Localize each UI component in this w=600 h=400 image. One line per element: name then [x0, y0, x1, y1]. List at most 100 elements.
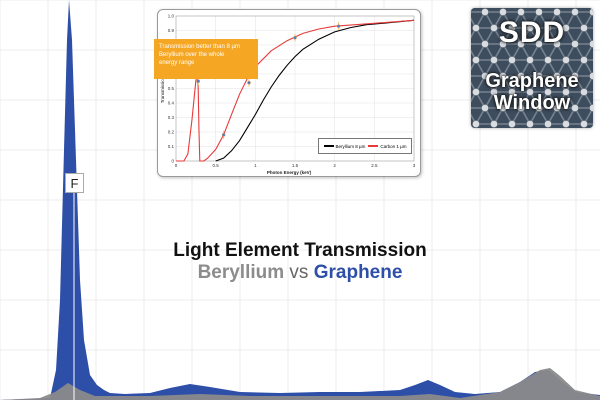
- lattice-atom: [553, 40, 561, 48]
- lattice-atom: [481, 72, 489, 80]
- lattice-atom: [553, 8, 561, 16]
- lattice-atom: [562, 24, 570, 32]
- lattice-atom: [553, 72, 561, 80]
- lattice-atom: [571, 104, 579, 112]
- inset-y-tick-label: 0.5: [168, 86, 175, 91]
- inset-x-tick-label: 1: [254, 163, 257, 168]
- inset-y-axis-label: Transmission: [160, 76, 165, 103]
- headline-graphene: Graphene: [313, 262, 403, 283]
- inset-data-point: [293, 35, 297, 40]
- lattice-atom: [571, 40, 579, 48]
- inset-x-tick-label: 0.5: [213, 163, 220, 168]
- lattice-atom: [589, 72, 593, 80]
- inset-series-line-0: [215, 19, 415, 162]
- legend-label-carbon: Carbon 1 µm: [380, 143, 407, 149]
- inset-data-point: [336, 24, 341, 28]
- lattice-atom: [580, 120, 588, 128]
- inset-y-tick-label: 0.1: [168, 144, 175, 149]
- inset-gridlines: [175, 15, 415, 162]
- lattice-atom: [589, 8, 593, 16]
- inset-x-tick-label: 2: [333, 163, 336, 168]
- lattice-atom: [472, 120, 480, 128]
- inset-legend: Beryllium 8 µm Carbon 1 µm: [318, 138, 412, 154]
- lattice-atom: [544, 88, 552, 96]
- lattice-atom: [571, 8, 579, 16]
- lattice-atom: [535, 72, 543, 80]
- lattice-atom: [472, 56, 480, 64]
- lattice-atom: [562, 120, 570, 128]
- inset-tick-labels: 00.511.522.5300.10.20.30.40.50.60.70.80.…: [168, 14, 416, 169]
- inset-data-point: [196, 79, 201, 84]
- lattice-atom: [526, 56, 534, 64]
- headline-beryllium: Beryllium: [197, 262, 285, 283]
- lattice-atom: [499, 8, 507, 16]
- lattice-atom: [571, 72, 579, 80]
- inset-y-tick-label: 0.3: [168, 115, 175, 120]
- lattice-atom: [490, 24, 498, 32]
- lattice-atom: [562, 56, 570, 64]
- peak-label-f: F: [65, 173, 84, 193]
- lattice-atom: [508, 88, 516, 96]
- lattice-atom: [535, 104, 543, 112]
- headline-comparison: Beryllium vs Graphene: [150, 262, 450, 284]
- lattice-atom: [508, 56, 516, 64]
- graphene-lattice-icon: [471, 8, 593, 128]
- sdd-graphene-window-badge: SDD Graphene Window: [471, 8, 593, 128]
- legend-label-beryllium: Beryllium 8 µm: [335, 143, 366, 149]
- lattice-atom: [535, 8, 543, 16]
- lattice-atom: [472, 88, 480, 96]
- lattice-atom: [580, 24, 588, 32]
- lattice-atom: [526, 120, 534, 128]
- lattice-atom: [580, 56, 588, 64]
- inset-y-tick-label: 0.9: [168, 28, 175, 33]
- lattice-atom: [481, 8, 489, 16]
- lattice-atom: [517, 72, 525, 80]
- lattice-atom: [472, 24, 480, 32]
- lattice-atom: [481, 104, 489, 112]
- inset-series-line-1: [176, 19, 415, 162]
- inset-y-tick-label: 0.2: [168, 130, 175, 135]
- lattice-atom: [526, 24, 534, 32]
- inset-x-axis-label: Photon Energy (keV): [267, 170, 312, 175]
- inset-data-point: [247, 80, 251, 85]
- lattice-atom: [553, 104, 561, 112]
- lattice-atom: [589, 104, 593, 112]
- lattice-atom: [517, 104, 525, 112]
- lattice-atom: [544, 120, 552, 128]
- inset-x-tick-label: 2.5: [371, 163, 378, 168]
- lattice-atom: [508, 120, 516, 128]
- lattice-atom: [526, 88, 534, 96]
- inset-x-tick-label: 3: [413, 163, 416, 168]
- inset-plot: 00.511.522.5300.10.20.30.40.50.60.70.80.…: [160, 14, 416, 176]
- lattice-atom: [562, 88, 570, 96]
- lattice-atom: [544, 56, 552, 64]
- inset-series-group: [176, 19, 415, 162]
- lattice-atom: [580, 88, 588, 96]
- lattice-atom: [589, 40, 593, 48]
- lattice-atom: [517, 40, 525, 48]
- lattice-atom: [490, 88, 498, 96]
- lattice-atom: [490, 56, 498, 64]
- lattice-atom: [535, 40, 543, 48]
- lattice-atom: [490, 120, 498, 128]
- headline-vs: vs: [284, 262, 314, 283]
- lattice-atom: [508, 24, 516, 32]
- legend-item-beryllium: Beryllium 8 µm: [323, 143, 366, 149]
- lattice-atom: [481, 40, 489, 48]
- callout-line-3: energy range: [159, 60, 195, 66]
- inset-x-tick-label: 0: [175, 163, 178, 168]
- inset-transmission-chart: 00.511.522.5300.10.20.30.40.50.60.70.80.…: [157, 9, 421, 177]
- beryllium-spectrum-area: [0, 368, 600, 400]
- badge-subtitle-1: Graphene: [485, 70, 579, 92]
- lattice-atom: [499, 40, 507, 48]
- lattice-atom: [499, 104, 507, 112]
- inset-y-tick-label: 0.4: [168, 101, 175, 106]
- inset-y-tick-label: 1.0: [168, 14, 175, 19]
- lattice-atom: [544, 24, 552, 32]
- lattice-atom: [517, 8, 525, 16]
- inset-x-tick-label: 1.5: [292, 163, 299, 168]
- callout-line-1: Transmission better than 8 µm: [159, 44, 240, 50]
- inset-y-tick-label: 0: [171, 159, 174, 164]
